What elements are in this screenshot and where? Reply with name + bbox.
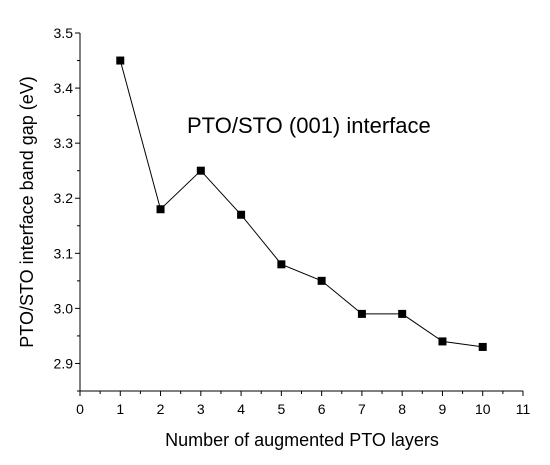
data-point <box>357 309 366 318</box>
data-point <box>156 205 165 214</box>
x-tick-label: 9 <box>439 401 447 417</box>
y-axis: 2.9 3.0 3.1 3.2 3.3 3.4 3.5 <box>54 25 81 392</box>
data-point <box>277 260 286 269</box>
data-point <box>478 342 487 351</box>
x-tick-label: 4 <box>237 401 245 417</box>
y-tick-label: 3.5 <box>54 25 74 41</box>
x-tick-label: 10 <box>475 401 491 417</box>
x-axis-title: Number of augmented PTO layers <box>165 430 439 450</box>
x-tick-label: 3 <box>197 401 205 417</box>
data-point <box>317 276 326 285</box>
series-line <box>119 60 483 348</box>
x-tick-label: 8 <box>398 401 406 417</box>
y-axis-title: PTO/STO interface band gap (eV) <box>17 76 37 347</box>
y-tick-label: 2.9 <box>54 355 74 371</box>
data-point <box>196 166 205 175</box>
data-point <box>237 210 246 219</box>
x-tick-label: 6 <box>318 401 326 417</box>
y-tick-label: 3.3 <box>54 135 74 151</box>
x-tick-label: 1 <box>116 401 124 417</box>
y-tick-label: 3.4 <box>54 80 74 96</box>
x-tick-label: 5 <box>277 401 285 417</box>
data-point <box>116 56 125 65</box>
x-tick-label: 2 <box>157 401 165 417</box>
plot-series <box>116 56 487 351</box>
chart-annotation: PTO/STO (001) interface <box>187 113 431 138</box>
data-point <box>398 309 407 318</box>
y-tick-label: 3.1 <box>54 245 74 261</box>
x-axis: 0 1 2 3 4 5 6 7 8 9 10 11 <box>76 390 531 417</box>
x-tick-label: 7 <box>358 401 366 417</box>
y-tick-label: 3.2 <box>54 190 74 206</box>
y-tick-label: 3.0 <box>54 300 74 316</box>
data-point <box>438 337 447 346</box>
x-tick-label: 0 <box>76 401 84 417</box>
x-tick-label: 11 <box>516 401 531 417</box>
